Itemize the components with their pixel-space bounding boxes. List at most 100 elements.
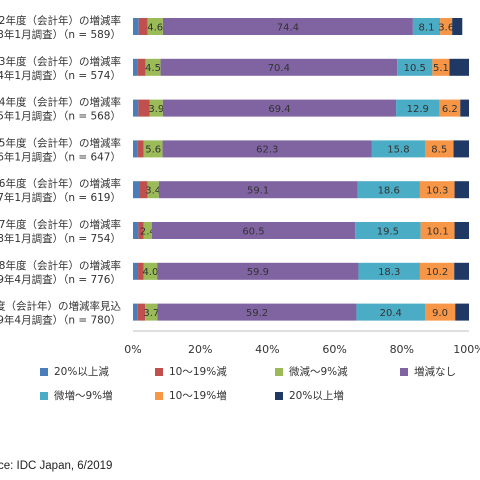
data-label: 18.3 [378,267,400,278]
bar-segment [138,222,144,239]
data-label: 10.5 [404,63,426,74]
bar-segment [138,262,144,280]
bar-segment [454,181,469,199]
bar-segment [453,140,469,158]
legend-label: 微減〜9%減 [289,366,348,378]
legend-label: 10〜19%減 [169,366,227,378]
legend-item: 10〜19%減 [155,364,227,379]
bar-segment [149,99,163,117]
bar-segment [454,222,469,239]
x-tick-label: 60% [322,343,346,356]
bar-segment [452,18,463,35]
category-label: 18年度（会計年）の増減率 [0,259,121,272]
bar-segment [432,58,450,76]
data-label: 10.1 [426,226,448,237]
bar-segment [133,222,139,239]
bar-segment [133,99,139,117]
data-label: 6.2 [442,104,458,115]
category-label: 17年度（会計年）の増減率 [0,218,121,231]
bar-segment [133,303,138,321]
data-label: 2.4 [140,226,156,237]
bar-segment [356,303,425,321]
bar-segment [358,262,420,280]
bar-segment [419,262,455,280]
bar-segment [145,303,158,321]
bar-segment [137,303,146,321]
data-label: 8.1 [419,22,435,33]
legend-swatch [40,367,48,376]
bar-segment [151,222,356,239]
bar-segment [157,303,357,321]
category-label: 13年度（会計年）の増減率 [0,55,121,68]
legend-item: 微減〜9%減 [275,364,348,379]
legend-label: 10〜19%増 [169,390,227,402]
data-label: 19.5 [377,226,399,237]
bar-segment [133,262,139,280]
data-label: 20.4 [380,308,402,319]
bar-segment [424,303,456,321]
data-label: 4.5 [145,63,161,74]
x-tick-label: 100% [453,343,480,356]
bar-segment [397,58,433,76]
legend-swatch [155,367,163,376]
category-label: 2014年1月調査）（n = 574） [0,69,121,82]
x-tick-label: 0% [124,343,141,356]
category-label: 16年度（会計年）の増減率 [0,177,121,190]
data-label: 18.6 [378,186,400,197]
bar-segment [420,222,455,239]
legend-swatch [275,391,283,400]
bar-segment [133,181,140,199]
data-label: 60.5 [242,226,264,237]
data-label: 3.6 [438,22,454,33]
legend-item: 増減なし [400,364,456,379]
legend-swatch [400,367,408,376]
bar-segment [449,58,469,76]
data-label: 10.2 [426,267,448,278]
bar-segment [424,140,454,158]
data-label: 5.6 [145,145,161,156]
bar-segment [371,140,425,158]
bar-segment [454,262,469,280]
data-label: 5.1 [433,63,449,74]
category-label: 2017年1月調査）（n = 619） [0,191,121,204]
legend-label: 微増〜9%増 [54,390,113,402]
bar-segment [137,58,146,76]
bar-segment [460,99,469,117]
data-label: 59.9 [247,267,269,278]
bar-segment [412,18,441,35]
bar-segment [133,18,139,35]
data-label: 12.9 [407,104,429,115]
data-label: 3.7 [143,308,159,319]
legend-item: 微増〜9%増 [40,388,113,403]
data-label: 69.4 [268,104,290,115]
category-label: 14年度（会計年）の増減率 [0,96,121,109]
source-note: ce: IDC Japan, 6/2019 [0,460,113,472]
category-label: 年度（会計年）の増減率見込 [0,300,121,313]
bar-segment [160,58,398,76]
bar-segment [162,140,372,158]
legend-swatch [275,367,283,376]
bar-segment [158,181,358,199]
legend-swatch [155,391,163,400]
bar-segment [137,140,144,158]
category-label: 2016年1月調査）（n = 647） [0,150,121,163]
bar-segment [162,99,397,117]
category-label: 2019年4月調査）（n = 776） [0,273,121,286]
x-tick-label: 80% [390,343,414,356]
bar-segment [157,262,359,280]
bar-segment [133,58,138,76]
bar-segment [439,99,461,117]
legend-label: 20%以上減 [54,366,109,378]
bar-segment [138,18,148,35]
data-label: 4.6 [147,22,163,33]
data-label: 62.3 [256,145,278,156]
bar-segment [138,99,150,117]
bar-segment [139,181,148,199]
bar-segment [455,303,469,321]
bar-segment [396,99,440,117]
category-label: 2015年1月調査）（n = 568） [0,110,121,123]
legend-label: 20%以上増 [289,390,344,402]
legend-label: 増減なし [414,366,456,378]
legend-item: 10〜19%増 [155,388,227,403]
